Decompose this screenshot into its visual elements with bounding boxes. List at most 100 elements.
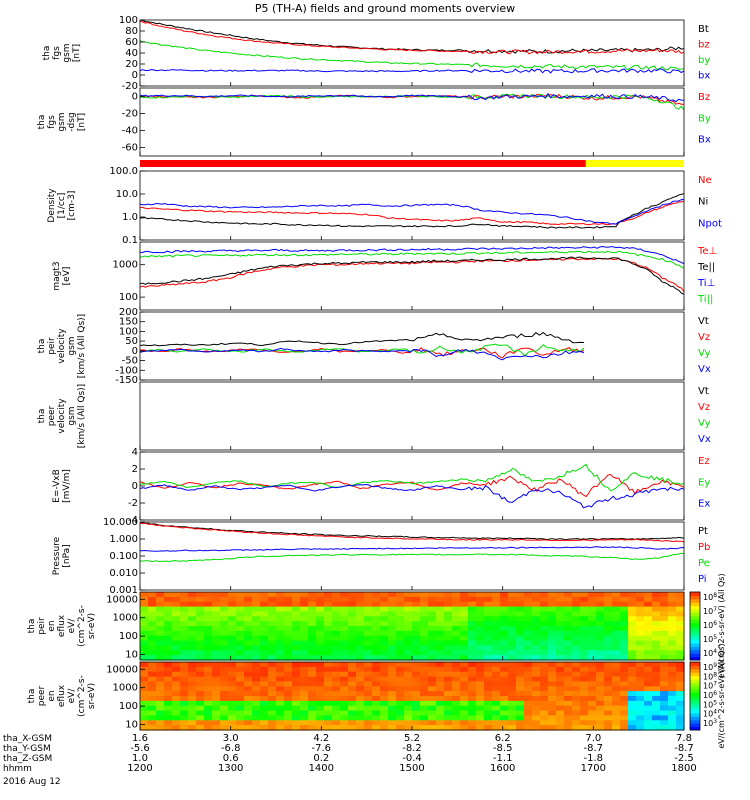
spectrogram-cell <box>140 662 149 668</box>
spectrogram-cell <box>564 616 573 622</box>
spectrogram-cell <box>580 621 589 627</box>
spectrogram-cell <box>404 626 413 632</box>
colorbar-segment <box>690 702 700 707</box>
spectrogram-cell <box>588 662 597 668</box>
spectrogram-cell <box>220 606 229 613</box>
spectrogram-cell <box>428 700 437 707</box>
spectrogram-cell <box>244 700 253 707</box>
spectrogram-cell <box>596 710 605 717</box>
colorbar-segment <box>690 646 700 651</box>
spectrogram-cell <box>436 671 445 678</box>
spectrogram-cell <box>492 655 501 661</box>
spectrogram-cell <box>396 710 405 717</box>
spectrogram-cell <box>180 725 189 731</box>
spectrogram-cell <box>268 630 277 637</box>
spectrogram-cell <box>532 640 541 647</box>
spectrogram-cell <box>636 720 645 726</box>
spectrogram-cell <box>204 666 213 673</box>
spectrogram-cell <box>676 710 685 717</box>
spectrogram-cell <box>572 725 581 731</box>
spectrogram-cell <box>308 621 317 627</box>
colorbar-segment <box>690 696 700 700</box>
spectrogram-cell <box>556 635 565 642</box>
y-axis-label: eflux <box>57 614 67 637</box>
spectrogram-cell <box>268 592 277 598</box>
spectrogram-cell <box>340 671 349 678</box>
spectrogram-cell <box>572 720 581 726</box>
spectrogram-cell <box>588 601 597 608</box>
spectrogram-cell <box>492 725 501 731</box>
spectrogram-cell <box>588 635 597 642</box>
spectrogram-cell <box>668 686 677 692</box>
spectrogram-cell <box>532 626 541 632</box>
spectrogram-cell <box>292 616 301 622</box>
spectrogram-cell <box>276 700 285 707</box>
spectrogram-cell <box>596 630 605 637</box>
spectrogram-cell <box>500 705 509 712</box>
spectrogram-cell <box>644 650 653 656</box>
spectrogram-cell <box>276 592 285 598</box>
spectrogram-cell <box>188 720 197 726</box>
spectrogram-cell <box>492 601 501 608</box>
colorbar-frame <box>689 661 701 731</box>
spectrogram-cell <box>276 676 285 683</box>
spectrogram-cell <box>212 696 221 702</box>
spectrogram-cell <box>476 671 485 678</box>
spectrogram-cell <box>276 671 285 678</box>
spectrogram-cell <box>172 720 181 726</box>
spectrogram-cell <box>300 676 309 683</box>
spectrogram-cell <box>260 671 269 678</box>
spectrogram-cell <box>228 606 237 613</box>
spectrogram-cell <box>180 720 189 726</box>
spectrogram-cell <box>220 616 229 622</box>
spectrogram-cell <box>148 621 157 627</box>
y-tick-label: 1000 <box>113 613 138 624</box>
spectrogram-cell <box>636 616 645 622</box>
y-tick-label: -40 <box>122 126 138 137</box>
spectrogram-cell <box>156 655 165 661</box>
spectrogram-cell <box>620 640 629 647</box>
spectrogram-cell <box>276 662 285 668</box>
colorbar-segment <box>690 605 700 610</box>
spectrogram-cell <box>468 630 477 637</box>
spectrogram-cell <box>412 601 421 608</box>
x-row-value: 1600 <box>490 763 515 774</box>
spectrogram-cell <box>612 705 621 712</box>
spectrogram-cell <box>300 700 309 707</box>
spectrogram-cell <box>604 626 613 632</box>
spectrogram-cell <box>332 645 341 651</box>
spectrogram-cell <box>508 626 517 632</box>
colorbar-tick-label: 107 <box>703 606 717 616</box>
x-row-value: -8.7 <box>674 743 694 754</box>
spectrogram-cell <box>492 691 501 697</box>
y-axis-label: tha <box>27 619 37 634</box>
spectrogram-cell <box>572 710 581 717</box>
spectrogram-cell <box>204 635 213 642</box>
spectrogram-cell <box>580 710 589 717</box>
x-row-value: 1800 <box>671 763 696 774</box>
spectrogram-cell <box>452 630 461 637</box>
spectrogram-cell <box>628 715 637 721</box>
spectrogram-cell <box>604 621 613 627</box>
y-tick-label: 1000 <box>113 260 138 271</box>
spectrogram-cell <box>260 621 269 627</box>
spectrogram-cell <box>500 671 509 678</box>
spectrogram-cell <box>348 715 357 721</box>
spectrogram-cell <box>588 655 597 661</box>
spectrogram-cell <box>164 662 173 668</box>
spectrogram-cell <box>156 616 165 622</box>
spectrogram-cell <box>148 640 157 647</box>
y-axis-label: tha <box>37 339 47 354</box>
spectrogram-cell <box>300 601 309 608</box>
spectrogram-cell <box>596 720 605 726</box>
spectrogram-cell <box>260 705 269 712</box>
spectrogram-cell <box>436 666 445 673</box>
spectrogram-cell <box>284 606 293 613</box>
legend-Pb: Pb <box>698 542 710 553</box>
spectrogram-cell <box>196 676 205 683</box>
spectrogram-cell <box>596 611 605 617</box>
spectrogram-cell <box>140 655 149 661</box>
spectrogram-cell <box>492 720 501 726</box>
